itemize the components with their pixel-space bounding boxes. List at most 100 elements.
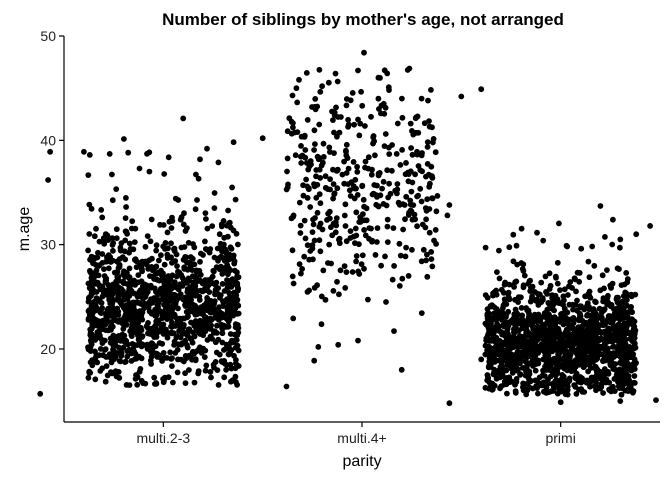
data-point [365, 296, 371, 303]
data-point [283, 383, 290, 390]
data-point [85, 374, 92, 381]
data-point [384, 70, 391, 77]
data-point [148, 348, 154, 355]
data-point [365, 154, 372, 161]
data-point [552, 365, 559, 372]
data-point [301, 132, 308, 139]
data-point [142, 380, 149, 387]
data-point [126, 382, 133, 388]
data-point [389, 276, 396, 283]
data-point [409, 127, 415, 134]
data-point [600, 390, 606, 396]
data-point [306, 163, 313, 170]
data-point [600, 298, 606, 305]
data-point [296, 199, 303, 206]
data-point [482, 292, 489, 298]
data-point [151, 374, 158, 381]
data-point [290, 124, 296, 131]
data-point [412, 171, 418, 178]
data-point [222, 346, 229, 352]
data-point [345, 181, 351, 188]
data-point [225, 271, 231, 278]
data-point [212, 291, 219, 298]
data-point [112, 342, 118, 349]
data-point [523, 329, 530, 335]
data-point [359, 102, 366, 109]
data-point [128, 333, 135, 339]
data-point [111, 269, 118, 276]
data-point [486, 364, 492, 370]
data-point [123, 302, 130, 309]
data-point [215, 159, 222, 166]
data-point [182, 303, 189, 309]
data-point [173, 251, 180, 258]
data-point [380, 100, 387, 107]
data-point [135, 279, 142, 286]
data-point [482, 244, 489, 251]
data-point [587, 383, 593, 390]
data-point [193, 267, 200, 274]
data-point [647, 223, 653, 229]
data-point [515, 327, 522, 334]
data-point [552, 273, 559, 280]
data-point [520, 261, 527, 268]
data-point [490, 292, 496, 299]
data-point [209, 335, 216, 342]
data-point [593, 339, 599, 345]
data-point [506, 244, 513, 251]
data-point [446, 202, 453, 208]
data-point [586, 288, 593, 295]
data-point [138, 343, 145, 350]
data-point [331, 129, 337, 136]
data-point [293, 85, 300, 92]
data-point [620, 315, 626, 321]
data-point [355, 67, 361, 74]
data-point [414, 151, 421, 158]
data-point [433, 241, 439, 247]
data-point [632, 361, 639, 367]
data-point [160, 350, 167, 356]
data-point [85, 295, 92, 302]
data-point [311, 237, 318, 244]
data-point [390, 225, 397, 232]
data-point [172, 323, 179, 329]
data-point [332, 219, 339, 226]
data-point [203, 362, 210, 369]
data-point [557, 287, 563, 293]
data-point [200, 311, 207, 318]
data-point [121, 136, 127, 142]
data-point [617, 354, 624, 361]
data-point [542, 352, 549, 359]
data-point [37, 390, 44, 397]
data-point [532, 367, 539, 374]
data-point [93, 295, 100, 301]
data-point [518, 225, 525, 232]
data-point [564, 243, 571, 250]
data-point [146, 257, 153, 264]
data-point [157, 321, 164, 328]
data-point [358, 88, 364, 95]
data-point [139, 266, 145, 273]
data-point [312, 141, 318, 148]
data-point [418, 310, 425, 316]
data-point [306, 287, 312, 294]
data-point [534, 323, 541, 330]
data-point [216, 312, 223, 319]
data-point [115, 337, 122, 344]
data-point [299, 266, 305, 272]
data-point [521, 344, 528, 351]
data-point [322, 173, 329, 180]
data-point [555, 350, 562, 357]
data-point [542, 273, 549, 280]
data-point [92, 348, 98, 355]
data-point [192, 302, 198, 309]
data-point [409, 179, 416, 186]
data-point [356, 241, 362, 248]
data-point [214, 367, 221, 373]
data-point [334, 278, 340, 285]
data-point [128, 300, 135, 306]
data-point [145, 325, 151, 331]
data-point [501, 300, 508, 307]
data-point [592, 299, 599, 306]
data-point [374, 239, 380, 245]
